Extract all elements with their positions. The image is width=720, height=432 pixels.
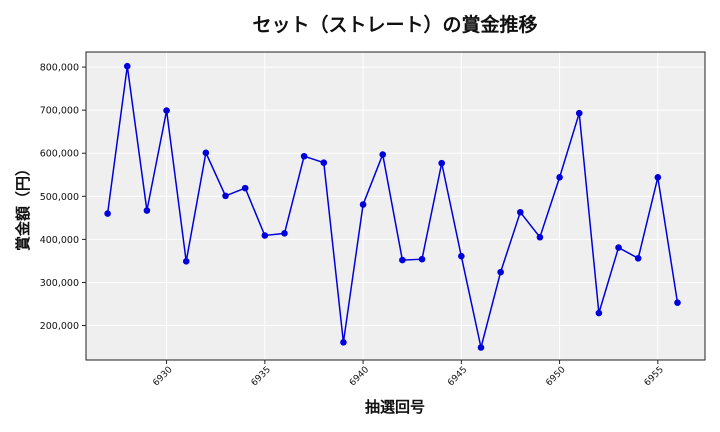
data-point <box>359 201 367 208</box>
x-axis-ticks: 6930 6935 6940 6945 6950 6955 <box>151 360 666 388</box>
data-point <box>300 152 308 160</box>
data-point <box>458 252 465 260</box>
y-axis-label: 賞金額（円） <box>14 161 32 251</box>
y-tick-label: 700,000 <box>40 106 79 117</box>
x-tick-label: 6940 <box>348 365 371 388</box>
chart-title: セット（ストレート）の賞金推移 <box>252 13 537 36</box>
y-tick-label: 800,000 <box>40 63 79 74</box>
data-point <box>241 184 249 192</box>
data-point <box>477 344 485 351</box>
x-tick-label: 6950 <box>544 365 567 388</box>
data-point <box>654 174 662 181</box>
data-point <box>104 210 111 217</box>
data-point <box>143 207 151 214</box>
y-tick-label: 400,000 <box>40 235 79 246</box>
data-point <box>438 159 445 167</box>
data-point <box>163 107 170 114</box>
y-tick-label: 500,000 <box>40 192 79 203</box>
data-point <box>320 159 328 167</box>
y-axis-ticks: 200,000 300,000 400,000 500,000 600,000 700,0… <box>40 63 86 332</box>
data-point <box>595 309 603 317</box>
data-point <box>399 256 406 264</box>
data-point <box>556 174 563 181</box>
data-point <box>575 109 583 117</box>
series-line <box>106 66 679 348</box>
data-point <box>261 232 269 239</box>
data-point <box>123 62 131 70</box>
data-point <box>634 255 642 262</box>
x-axis-label: 抽選回号 <box>365 398 425 416</box>
y-tick-label: 600,000 <box>40 149 79 160</box>
data-point <box>182 258 190 265</box>
x-tick-label: 6935 <box>250 365 273 388</box>
data-point <box>615 244 622 251</box>
data-point <box>516 208 524 216</box>
data-point <box>222 192 229 200</box>
data-point <box>674 299 681 307</box>
data-point <box>340 339 347 346</box>
data-point <box>202 149 210 157</box>
data-point <box>497 268 504 276</box>
x-tick-label: 6930 <box>151 365 174 388</box>
plot-border <box>85 51 706 361</box>
data-points <box>104 62 681 351</box>
data-point <box>418 255 426 263</box>
data-point <box>536 233 544 241</box>
y-tick-label: 300,000 <box>40 278 79 289</box>
plot-area <box>86 52 705 360</box>
data-point <box>281 230 288 237</box>
y-tick-label: 200,000 <box>40 321 79 332</box>
x-tick-label: 6945 <box>446 365 469 388</box>
data-point <box>379 151 387 158</box>
x-tick-label: 6955 <box>643 365 666 388</box>
